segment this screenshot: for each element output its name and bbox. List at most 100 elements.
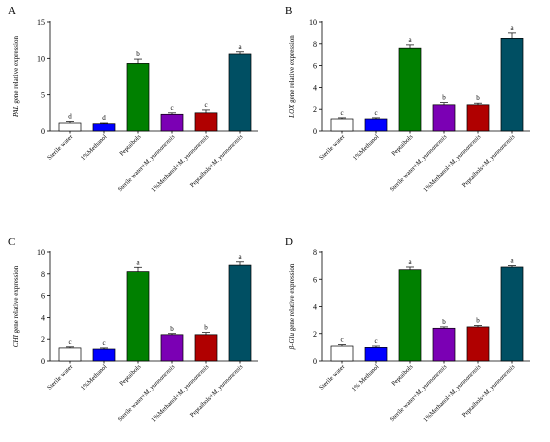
y-axis-label-text: gene relative expression xyxy=(288,35,296,105)
category-label-part: Sterile water+ xyxy=(117,162,148,193)
y-tick-label: 10 xyxy=(37,54,45,63)
bar xyxy=(364,347,388,362)
y-tick-label: 0 xyxy=(41,127,45,136)
significance-letter: b xyxy=(476,317,480,325)
significance-letter: a xyxy=(136,258,140,266)
category-label: Peptaibols xyxy=(390,133,414,157)
bar xyxy=(194,334,218,362)
bar xyxy=(228,53,252,132)
y-tick-label: 5 xyxy=(41,91,45,100)
y-tick-label: 4 xyxy=(313,303,317,312)
y-tick-label: 8 xyxy=(313,248,317,257)
y-axis-label: β-Glu gene relative expression xyxy=(288,263,296,350)
panel-letter: A xyxy=(8,5,16,17)
category-label-part: 1%Methanol+ xyxy=(150,162,182,194)
significance-letter: a xyxy=(238,253,242,261)
chart-panel-b: B 0 2 4 6 8 10 LOX gene relative expression c Ste… xyxy=(285,5,530,194)
category-label: 1%Methanol+M. yunnanensis xyxy=(422,363,482,423)
bar xyxy=(160,334,184,362)
bar xyxy=(398,269,422,362)
bar xyxy=(228,264,252,362)
y-tick-label: 0 xyxy=(313,357,317,366)
y-axis-label-gene: LOX xyxy=(288,104,296,119)
bar xyxy=(126,63,150,132)
significance-letter: c xyxy=(340,109,343,117)
y-axis-label-gene: CHI xyxy=(12,335,20,348)
significance-letter: d xyxy=(68,113,72,121)
category-label-part: Peptaibols+ xyxy=(189,392,216,419)
category-label-part: Peptaibols+ xyxy=(461,162,488,189)
significance-letter: c xyxy=(204,101,207,109)
y-tick-label: 4 xyxy=(41,313,45,322)
bar xyxy=(330,118,354,132)
category-label: Sterile water xyxy=(318,133,347,162)
bar xyxy=(466,326,490,362)
significance-letter: c xyxy=(374,109,377,117)
category-label: Sterile water+M. yunnanensis xyxy=(389,133,449,193)
bar xyxy=(432,327,456,362)
significance-letter: b xyxy=(136,50,140,58)
category-label: Peptaibols xyxy=(118,363,142,387)
category-label: Peptaibols xyxy=(390,363,414,387)
significance-letter: a xyxy=(510,257,514,265)
y-axis-label: CHI gene relative expression xyxy=(12,265,20,347)
category-label-part: 1%Methanol+ xyxy=(422,162,454,194)
chart-panel-a: A 0 5 10 15 PAL gene relative expression d Ster… xyxy=(8,5,258,194)
significance-letter: b xyxy=(442,94,446,102)
category-label: Sterile water+M. yunnanensis xyxy=(117,363,177,423)
category-label-species: M. yunnanensis xyxy=(176,363,211,398)
significance-letter: b xyxy=(204,324,208,332)
significance-letter: b xyxy=(476,94,480,102)
category-label: Sterile water xyxy=(318,363,347,392)
significance-letter: c xyxy=(340,336,343,344)
significance-letter: a xyxy=(408,36,412,44)
bar xyxy=(500,37,524,132)
category-label: 1%Methanol+M. yunnanensis xyxy=(150,133,210,193)
y-tick-label: 2 xyxy=(313,330,317,339)
significance-letter: a xyxy=(510,24,514,32)
y-tick-label: 10 xyxy=(37,248,45,257)
y-tick-label: 6 xyxy=(41,292,45,301)
y-tick-label: 2 xyxy=(41,335,45,344)
category-label-species: M. yunnanensis xyxy=(482,363,517,398)
y-axis-label-gene: PAL xyxy=(12,105,20,118)
bar xyxy=(126,271,150,362)
category-label: Peptaibols xyxy=(118,133,142,157)
significance-letter: d xyxy=(102,114,106,122)
bar xyxy=(364,118,388,132)
category-label-part: Sterile water+ xyxy=(389,392,420,423)
category-label-species: M. yunnanensis xyxy=(482,133,517,168)
bar xyxy=(466,104,490,132)
significance-letter: c xyxy=(170,104,173,112)
category-label-species: M. yunnanensis xyxy=(176,133,211,168)
y-axis-label-text: gene relative expression xyxy=(12,36,20,106)
category-label-part: Sterile water+ xyxy=(389,162,420,193)
y-axis-label: LOX gene relative expression xyxy=(288,35,296,119)
y-axis-label-text: gene relative expression xyxy=(12,265,20,335)
bar xyxy=(92,348,116,362)
y-axis-label-text: gene relative expression xyxy=(288,263,296,333)
chart-panel-c: C 0 2 4 6 8 10 CHI gene relative expression c Ste… xyxy=(8,236,258,424)
y-tick-label: 15 xyxy=(37,18,45,27)
y-axis-label-gene: β-Glu xyxy=(288,333,296,351)
y-axis-label: PAL gene relative expression xyxy=(12,36,20,118)
category-label-part: Peptaibols+ xyxy=(189,162,216,189)
category-label: Sterile water+M. yunnanensis xyxy=(389,363,449,423)
y-tick-label: 4 xyxy=(313,83,317,92)
category-label: Sterile water+M. yunnanensis xyxy=(117,133,177,193)
chart-panel-d: D 0 2 4 6 8 β-Glu gene relative expression c Ste… xyxy=(285,236,530,424)
y-tick-label: 6 xyxy=(313,62,317,71)
category-label-species: M. yunnanensis xyxy=(448,133,483,168)
bar xyxy=(160,113,184,132)
category-label: 1% Methanol xyxy=(351,363,381,393)
bar xyxy=(500,266,524,362)
category-label: 1%Methanol xyxy=(80,363,109,392)
y-tick-label: 10 xyxy=(309,18,317,27)
category-label: 1%Methanol xyxy=(352,133,381,162)
bar xyxy=(398,47,422,132)
category-label: 1%Methanol xyxy=(80,133,109,162)
bar xyxy=(58,347,82,362)
category-label-part: Sterile water+ xyxy=(117,392,148,423)
category-label-species: M. yunnanensis xyxy=(448,363,483,398)
